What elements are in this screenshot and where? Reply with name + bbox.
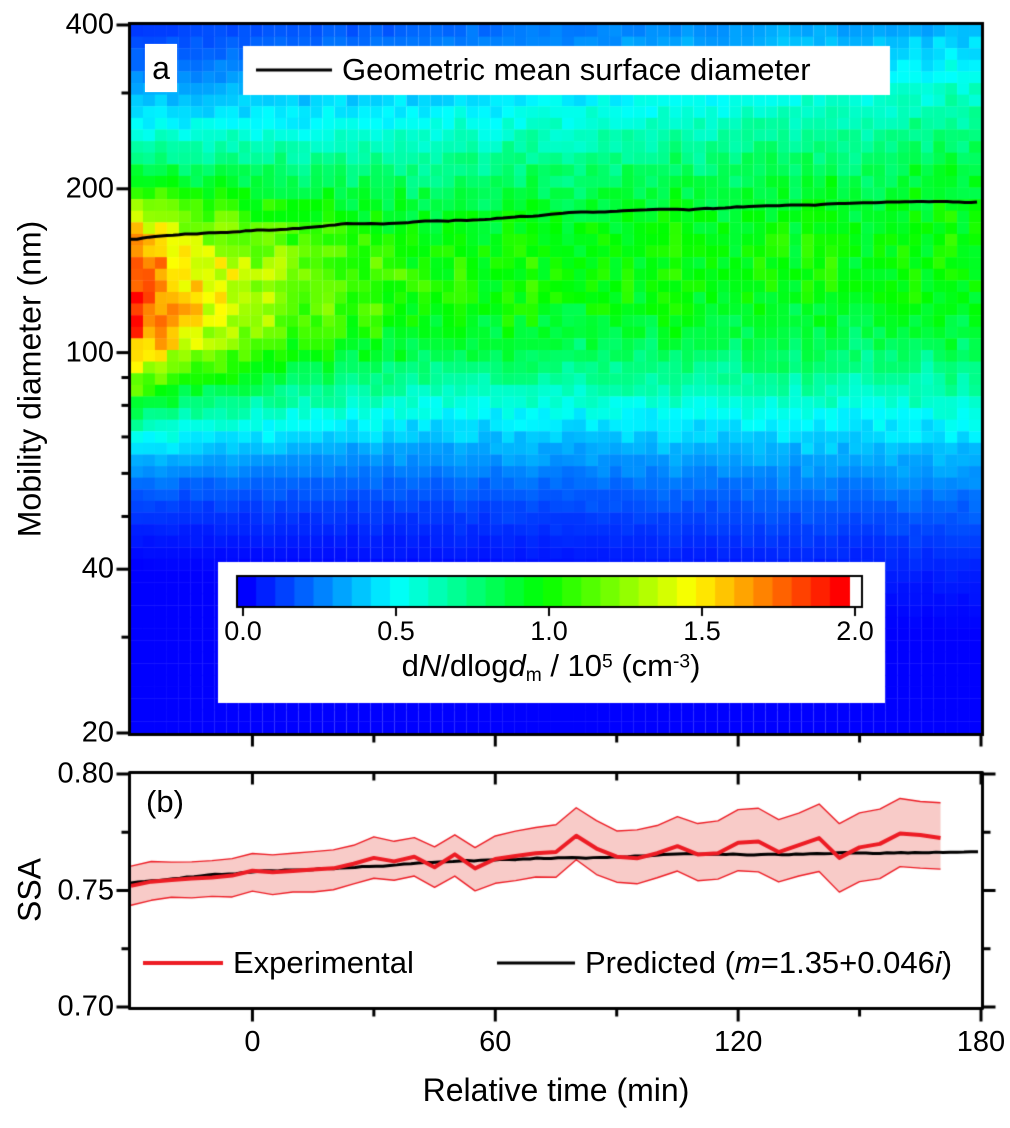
x-axis-title: Relative time (min) <box>422 1072 690 1108</box>
panel-b-y-tick-label: 0.70 <box>57 990 114 1023</box>
panel-a-y-tick-label: 100 <box>65 336 114 369</box>
panel-a-y-tick-label: 40 <box>81 552 114 585</box>
panel-a-y-tick-label: 200 <box>65 172 114 205</box>
panel-b-y-axis-title: SSA <box>11 857 48 923</box>
panel-a-label: a <box>145 44 177 92</box>
legend-predicted-label: Predicted (m=1.35+0.046i) <box>585 945 953 980</box>
panel-a-y-tick-label: 400 <box>65 8 114 41</box>
panel-b-y-tick-label: 0.80 <box>57 757 114 790</box>
legend-experimental-label: Experimental <box>233 945 414 980</box>
colorbar-tick-label: 2.0 <box>836 616 874 646</box>
colorbar-title: dN/dlogdm / 105 (cm-3) <box>401 648 701 686</box>
panel-a-y-axis-title: Mobility diameter (nm) <box>11 220 48 538</box>
x-tick-label: 0 <box>244 1026 261 1058</box>
colorbar-tick-label: 1.5 <box>683 616 721 646</box>
x-tick-label: 60 <box>479 1026 512 1058</box>
panel-b-label: (b) <box>146 784 184 819</box>
colorbar-tick-label: 0.5 <box>377 616 415 646</box>
panel-a-legend-label: Geometric mean surface diameter <box>342 52 811 87</box>
panel-a-y-tick-label: 20 <box>81 716 114 749</box>
colorbar-tick-label: 1.0 <box>530 616 568 646</box>
x-tick-label: 180 <box>956 1026 1006 1058</box>
panel-b-y-tick-label: 0.75 <box>57 874 114 906</box>
x-tick-label: 120 <box>713 1026 763 1058</box>
colorbar-tick-label: 0.0 <box>224 616 262 646</box>
